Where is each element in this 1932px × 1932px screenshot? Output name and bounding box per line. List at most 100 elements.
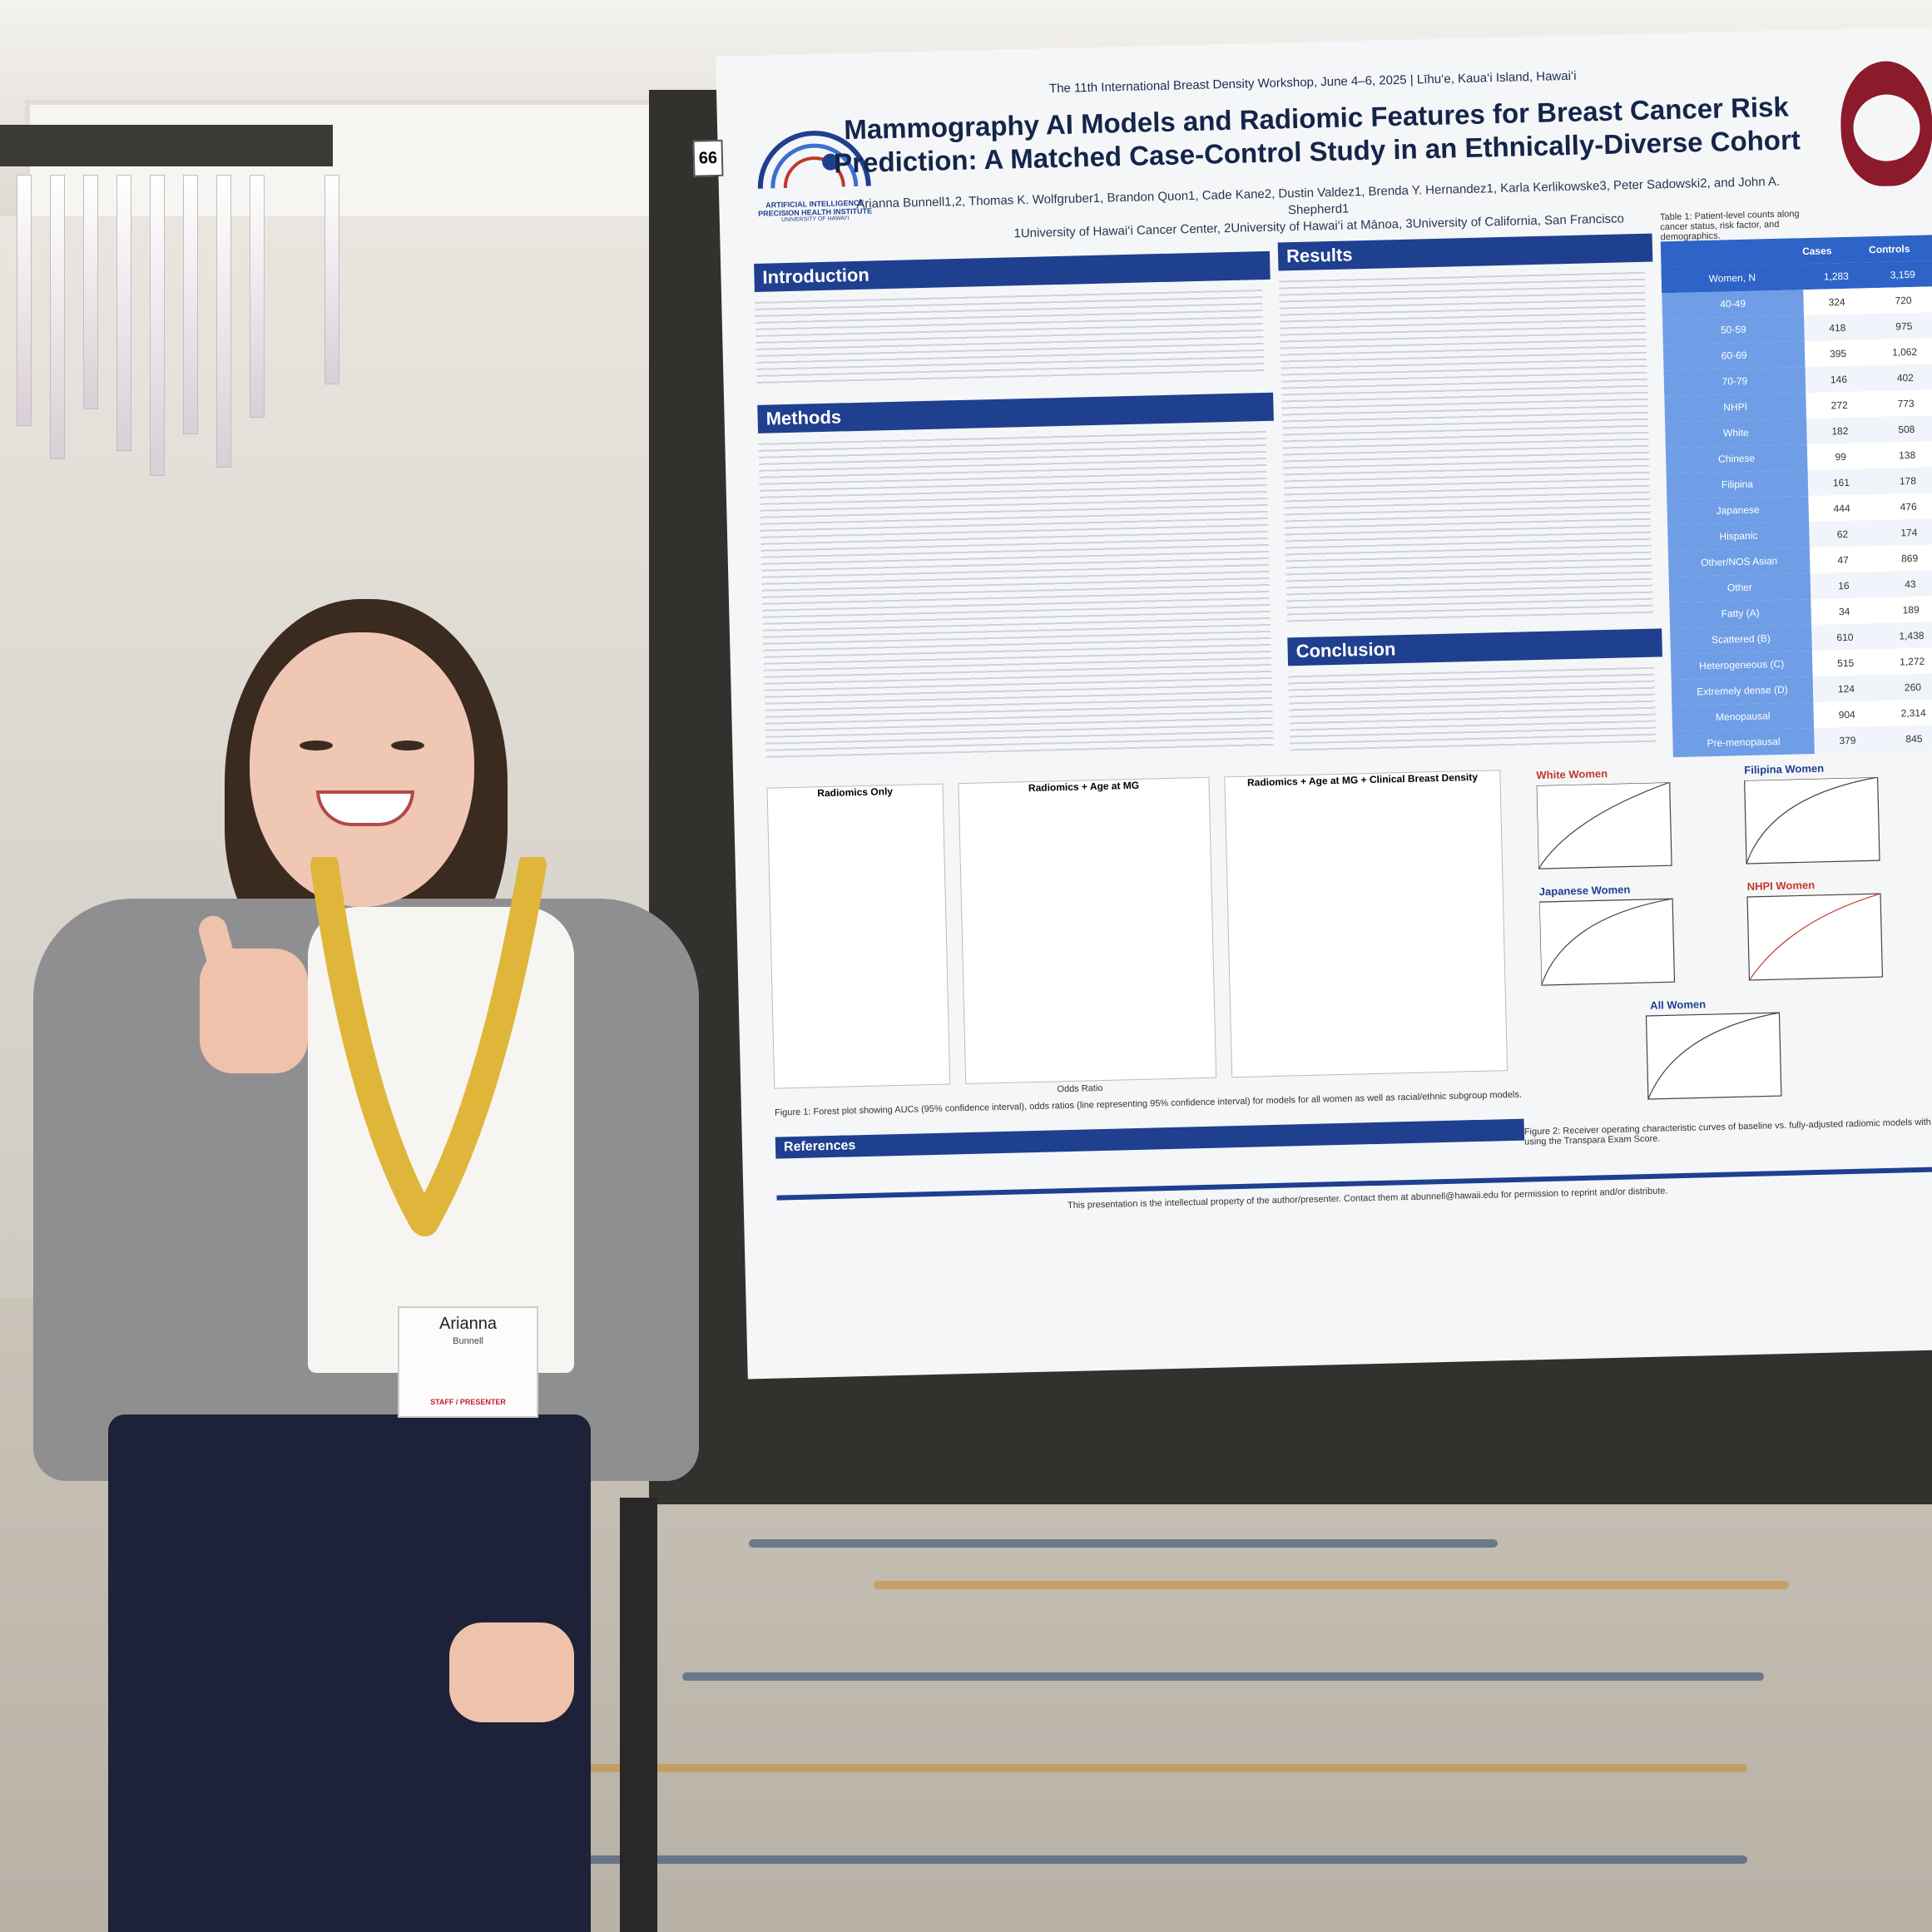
table1-controls: 975 [1895, 320, 1913, 332]
table1: Cases Controls Women, N 1,283 3,159 40-49 32… [1660, 235, 1932, 758]
table1-cases: 124 [1837, 682, 1855, 695]
badge-surname: Bunnell [453, 1336, 483, 1346]
forest-plot-radiomics-only: Radiomics Only [766, 783, 951, 1089]
chandelier-crystal [50, 175, 65, 459]
table1-row-label: Women, N [1661, 264, 1804, 294]
table1-controls: 773 [1897, 397, 1915, 409]
chandelier-crystal [150, 175, 165, 476]
table1-controls: 476 [1900, 500, 1917, 513]
roc-title-white: White Women [1536, 767, 1608, 782]
table1-cases: 99 [1835, 450, 1846, 463]
forest-plot-title: Radiomics + Age at MG + Clinical Breast … [1246, 770, 1479, 789]
results-text-block [1278, 266, 1653, 626]
aiphi-logo: ARTIFICIAL INTELLIGENCE PRECISION HEALTH… [751, 127, 878, 230]
table1-controls: 1,062 [1891, 345, 1918, 359]
chandelier-crystal [324, 175, 339, 384]
table1-cases: 418 [1829, 321, 1846, 334]
table1-cases: 62 [1836, 528, 1849, 540]
methods-text-block [758, 425, 1274, 763]
table1-controls: 869 [1900, 552, 1919, 564]
figure1-caption: Figure 1: Forest plot showing AUCs (95% … [774, 1089, 1523, 1118]
table1-row-label: Scattered (B) [1670, 625, 1812, 655]
forest-plot-radiomics-age: Radiomics + Age at MG [958, 776, 1217, 1085]
forest-plot-title: Radiomics + Age at MG [1028, 779, 1140, 795]
table1-controls: 174 [1900, 526, 1918, 538]
table1-controls: 720 [1895, 294, 1912, 306]
conclusion-header: Conclusion [1287, 628, 1662, 666]
table1-controls: 138 [1898, 448, 1916, 461]
table1-row-label: Fatty (A) [1669, 599, 1812, 629]
table1-controls: 43 [1905, 577, 1916, 590]
chandelier [0, 125, 333, 166]
table1-row-label: Extremely dense (D) [1671, 676, 1814, 706]
carpet-pattern [682, 1672, 1764, 1681]
poster-authors: Arianna Bunnell1,2, Thomas K. Wolfgruber… [835, 173, 1801, 246]
table1-cases: 515 [1837, 656, 1855, 669]
carpet-pattern [874, 1581, 1789, 1589]
board-leg [620, 1498, 657, 1932]
table1-header-controls: Controls [1868, 242, 1910, 255]
chandelier-crystal [17, 175, 32, 426]
poster: 66 The 11th International Breast Density… [692, 27, 1932, 1380]
badge-role: STAFF / PRESENTER [430, 1398, 506, 1406]
lei-necklace [310, 857, 547, 1240]
table1-controls: 1,272 [1899, 655, 1925, 667]
table1-row-label: 70-79 [1663, 367, 1806, 397]
table1-row-label: 50-59 [1662, 315, 1805, 345]
table1-controls: 189 [1902, 603, 1920, 616]
table1-cases: 1,283 [1823, 270, 1850, 283]
poster-title: Mammography AI Models and Radiomic Featu… [833, 91, 1801, 179]
person-face [250, 632, 474, 907]
forest-axis-label: Odds Ratio [1057, 1082, 1103, 1095]
table1-row-label: White [1665, 419, 1807, 448]
table1-row-label: Other [1668, 573, 1811, 603]
carpet-pattern [582, 1764, 1747, 1772]
table1-controls: 178 [1899, 474, 1917, 487]
table1-row-label: Other/NOS Asian [1667, 547, 1811, 577]
table1-cases: 272 [1830, 399, 1848, 411]
roc-title-filipina: Filipina Women [1744, 761, 1825, 777]
table1-row-label: Heterogeneous (C) [1670, 651, 1813, 681]
table1-row-label: Menopausal [1672, 701, 1815, 732]
table1-cases: 161 [1832, 476, 1850, 488]
chandelier-crystal [216, 175, 231, 468]
table1-cases: 47 [1837, 553, 1850, 566]
person-left-hand [449, 1622, 574, 1722]
table1-row-label: Japanese [1667, 496, 1810, 526]
carpet-pattern [749, 1539, 1498, 1548]
table1-cases: 34 [1838, 605, 1850, 617]
table1-cases: 904 [1838, 708, 1855, 721]
chandelier-crystal [250, 175, 265, 418]
table1-cases: 610 [1836, 631, 1854, 643]
carpet-pattern [499, 1855, 1747, 1864]
conference-line: The 11th International Breast Density Wo… [1048, 68, 1577, 97]
table1-controls: 2,314 [1900, 706, 1926, 719]
roc-curves [1536, 776, 1884, 1100]
table1-controls: 845 [1905, 732, 1923, 745]
table1-cases: 324 [1828, 295, 1845, 308]
results-header: Results [1277, 233, 1653, 271]
table1-row-label: NHPI [1664, 393, 1807, 423]
table1-cases: 444 [1833, 502, 1850, 514]
table1-cases: 379 [1839, 734, 1856, 746]
table1-row-label: 40-49 [1662, 290, 1804, 320]
person-smile [316, 790, 414, 826]
board-number: 66 [692, 139, 724, 177]
table1-row-label: 60-69 [1662, 341, 1806, 371]
table1-row-label: Chinese [1665, 444, 1808, 474]
forest-plot-title: Radiomics Only [817, 785, 894, 800]
table1-row-label: Pre-menopausal [1672, 727, 1815, 758]
table1-cases: 16 [1838, 579, 1850, 592]
forest-plot-radiomics-age-density: Radiomics + Age at MG + Clinical Breast … [1224, 770, 1508, 1078]
conclusion-text-block [1288, 661, 1657, 755]
name-badge: Arianna Bunnell STAFF / PRESENTER [398, 1306, 538, 1418]
table1-header-cases: Cases [1801, 244, 1832, 257]
figure2-caption: Figure 2: Receiver operating characteris… [1523, 1117, 1931, 1147]
table1-controls: 508 [1898, 423, 1915, 435]
table1-controls: 402 [1896, 371, 1915, 384]
chandelier-crystal [116, 175, 131, 451]
badge-name: Arianna [439, 1315, 497, 1333]
table1-row-label: Hispanic [1667, 522, 1810, 552]
conference-crest-logo [1839, 60, 1932, 187]
introduction-text-block [755, 285, 1265, 389]
